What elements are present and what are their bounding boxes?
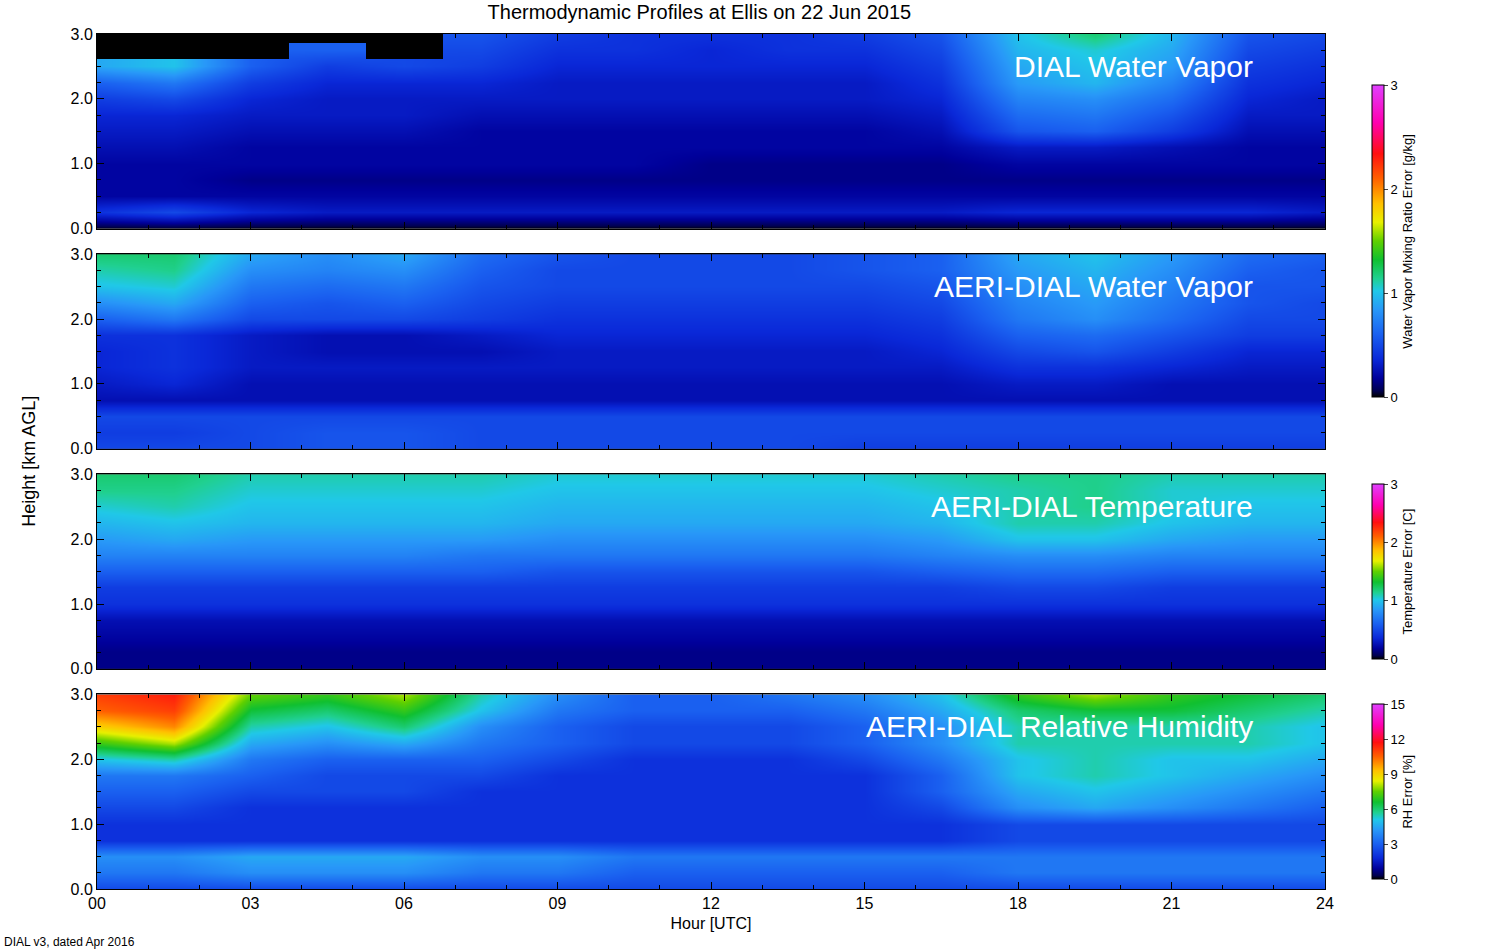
svg-text:AERI-DIAL Water Vapor: AERI-DIAL Water Vapor — [934, 270, 1253, 303]
svg-text:DIAL v3, dated Apr 2016: DIAL v3, dated Apr 2016 — [4, 935, 135, 949]
svg-text:2.0: 2.0 — [71, 90, 93, 107]
svg-text:2.0: 2.0 — [71, 531, 93, 548]
svg-text:1.0: 1.0 — [71, 155, 93, 172]
svg-text:Thermodynamic Profiles at Elli: Thermodynamic Profiles at Ellis on 22 Ju… — [488, 1, 912, 23]
svg-text:0: 0 — [1391, 872, 1398, 887]
svg-text:18: 18 — [1009, 895, 1027, 912]
svg-text:06: 06 — [395, 895, 413, 912]
svg-text:2.0: 2.0 — [71, 751, 93, 768]
svg-text:1: 1 — [1391, 286, 1398, 301]
svg-text:0.0: 0.0 — [71, 220, 93, 237]
svg-text:21: 21 — [1163, 895, 1181, 912]
svg-text:3: 3 — [1391, 837, 1398, 852]
svg-text:3: 3 — [1391, 477, 1398, 492]
svg-text:Hour [UTC]: Hour [UTC] — [671, 915, 752, 932]
svg-text:1: 1 — [1391, 593, 1398, 608]
svg-text:6: 6 — [1391, 802, 1398, 817]
svg-text:24: 24 — [1316, 895, 1334, 912]
svg-text:0.0: 0.0 — [71, 660, 93, 677]
svg-text:00: 00 — [88, 895, 106, 912]
svg-text:0.0: 0.0 — [71, 881, 93, 898]
svg-text:AERI-DIAL Relative Humidity: AERI-DIAL Relative Humidity — [866, 710, 1253, 743]
svg-text:0.0: 0.0 — [71, 440, 93, 457]
svg-text:09: 09 — [549, 895, 567, 912]
svg-text:Height [km AGL]: Height [km AGL] — [19, 396, 39, 527]
svg-text:3.0: 3.0 — [71, 246, 93, 263]
svg-text:3.0: 3.0 — [71, 686, 93, 703]
svg-text:3: 3 — [1391, 78, 1398, 93]
svg-text:3.0: 3.0 — [71, 466, 93, 483]
svg-text:03: 03 — [242, 895, 260, 912]
svg-text:2: 2 — [1391, 535, 1398, 550]
svg-text:3.0: 3.0 — [71, 26, 93, 43]
svg-text:2.0: 2.0 — [71, 311, 93, 328]
svg-text:Water Vapor Mixing Ratio Error: Water Vapor Mixing Ratio Error [g/kg] — [1400, 134, 1415, 349]
svg-text:12: 12 — [702, 895, 720, 912]
svg-text:1.0: 1.0 — [71, 816, 93, 833]
svg-text:RH Error [%]: RH Error [%] — [1400, 755, 1415, 829]
svg-text:1.0: 1.0 — [71, 596, 93, 613]
svg-text:0: 0 — [1391, 652, 1398, 667]
svg-text:DIAL Water Vapor: DIAL Water Vapor — [1014, 50, 1253, 83]
svg-text:15: 15 — [1391, 697, 1405, 712]
svg-text:AERI-DIAL Temperature: AERI-DIAL Temperature — [931, 490, 1253, 523]
svg-text:12: 12 — [1391, 732, 1405, 747]
svg-text:2: 2 — [1391, 182, 1398, 197]
svg-text:15: 15 — [856, 895, 874, 912]
svg-text:Temperature Error [C]: Temperature Error [C] — [1400, 509, 1415, 635]
svg-text:9: 9 — [1391, 767, 1398, 782]
svg-text:1.0: 1.0 — [71, 375, 93, 392]
svg-text:0: 0 — [1391, 390, 1398, 405]
